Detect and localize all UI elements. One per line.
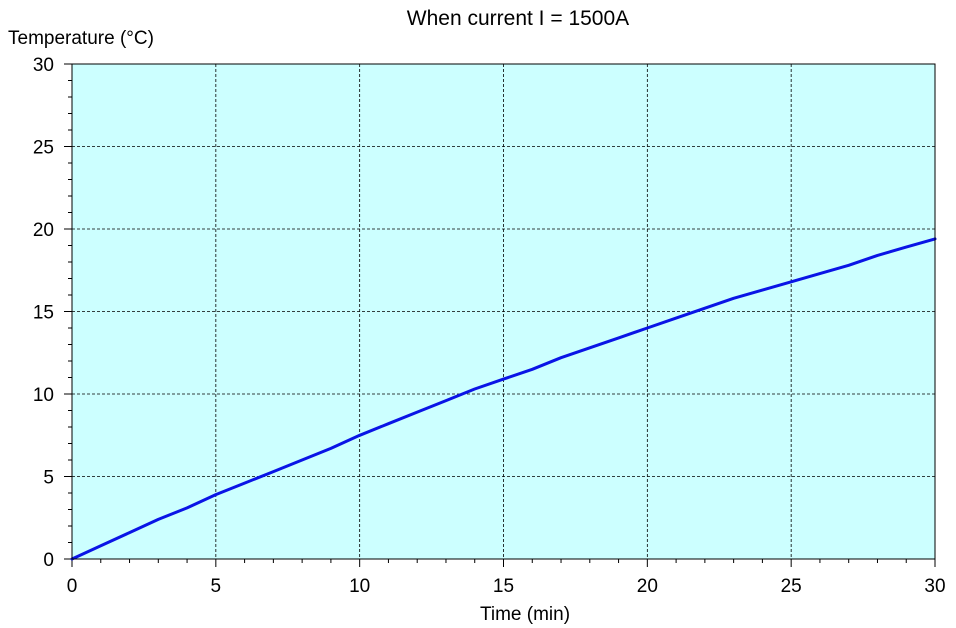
y-tick-label: 15 [33,303,54,324]
y-tick-label: 20 [33,220,54,241]
x-tick-label: 15 [493,576,514,597]
y-tick-labels: 0 5 10 15 20 25 30 [33,55,54,571]
x-tick-label: 5 [211,576,222,597]
y-tick-label: 10 [33,385,54,406]
minor-ticks [68,80,907,563]
y-tick-label: 30 [33,55,54,76]
major-ticks [64,63,936,567]
x-tick-labels: 0 5 10 15 20 25 30 [67,576,946,597]
chart-title: When current I = 1500A [407,7,629,30]
x-tick-label: 20 [637,576,658,597]
y-axis-label: Temperature (°C) [8,28,154,49]
x-tick-label: 25 [781,576,802,597]
y-tick-label: 0 [43,550,54,571]
plot-frame [71,63,936,560]
temperature-series-line [70,237,937,561]
x-tick-label: 10 [349,576,370,597]
grid-lines [72,64,935,559]
y-tick-label: 25 [33,138,54,159]
data-layer [70,237,937,561]
x-axis-label: Time (min) [480,604,570,625]
x-tick-label: 30 [924,576,945,597]
y-tick-label: 5 [43,468,54,489]
x-tick-label: 0 [67,576,78,597]
